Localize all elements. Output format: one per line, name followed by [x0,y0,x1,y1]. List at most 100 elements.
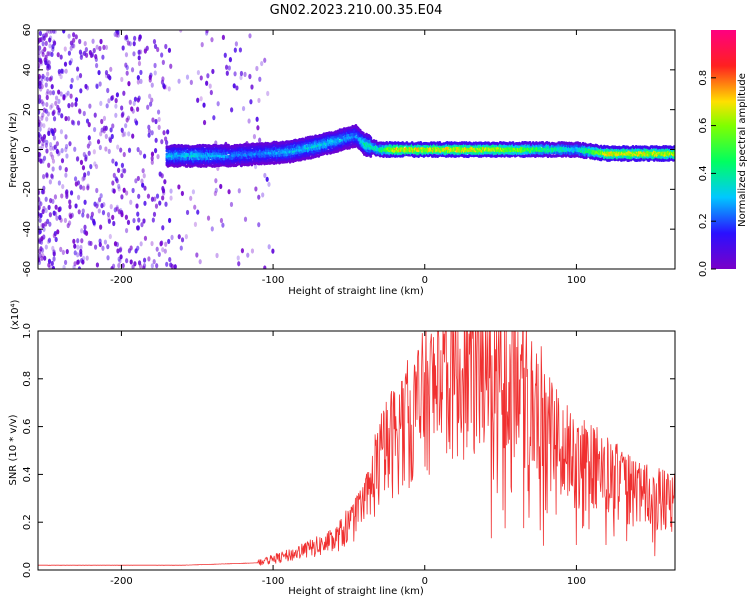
noise-point [114,161,118,167]
noise-point [248,33,252,39]
noise-point [185,209,190,216]
y-tick-label: -40 [22,221,33,237]
noise-point [98,238,102,244]
noise-point [38,83,42,90]
noise-point [78,49,83,55]
noise-point [38,229,42,235]
noise-point [93,244,98,250]
noise-point [72,37,76,43]
noise-point [60,68,64,74]
noise-point [38,257,41,263]
top-y-axis-label: Frequency (Hz) [8,112,19,188]
noise-point [234,41,238,47]
noise-point [73,243,77,249]
noise-point [67,33,71,39]
noise-point [87,150,91,156]
noise-point [64,166,68,173]
noise-point [125,258,129,264]
noise-point [166,129,170,135]
noise-point [52,116,57,122]
noise-point [120,112,124,118]
noise-point [179,30,183,33]
noise-point [265,176,269,182]
noise-point [116,248,120,254]
noise-point [74,203,78,209]
noise-point [247,118,251,124]
noise-point [120,194,124,200]
noise-point [148,77,152,83]
noise-point [38,45,42,51]
noise-point [146,104,150,110]
noise-point [133,96,138,102]
noise-point [107,98,111,104]
noise-point [51,158,56,164]
noise-point [59,246,63,252]
noise-point [42,173,46,180]
noise-point [99,193,103,199]
noise-point [53,194,58,200]
noise-point [69,45,73,51]
noise-point [155,263,159,269]
x-tick-label: -200 [110,576,133,587]
noise-point [47,237,52,243]
noise-point [198,259,202,265]
noise-point [83,172,87,178]
noise-point [120,210,124,216]
noise-point [142,173,146,179]
noise-point [210,37,214,43]
noise-point [167,47,172,53]
snr-series-line [38,331,675,566]
noise-point [73,250,77,256]
noise-point [196,69,201,76]
noise-point [44,142,48,148]
noise-point [169,63,173,69]
noise-point [46,130,51,136]
noise-point [44,82,48,88]
noise-point [261,192,265,198]
noise-point [126,40,131,46]
colorbar-tick-label: 0.8 [698,70,709,86]
noise-point [99,224,103,230]
noise-point [57,98,61,104]
noise-point [153,70,157,76]
noise-point [87,240,91,246]
noise-point [152,211,157,217]
noise-point [46,88,50,95]
noise-point [48,221,52,227]
noise-point [121,263,125,269]
noise-point [124,214,128,220]
noise-point [46,71,50,77]
noise-point [260,60,264,67]
noise-point [133,35,137,41]
noise-point [119,147,123,153]
noise-point [38,197,41,203]
noise-point [263,172,267,179]
noise-point [104,146,108,152]
noise-point [45,91,49,97]
noise-point [54,100,58,106]
noise-point [114,176,118,182]
noise-point [91,38,95,44]
noise-point [40,99,44,105]
noise-point [250,248,255,254]
noise-point [40,115,44,121]
noise-point [69,83,73,90]
noise-point [165,261,169,267]
noise-point [101,54,105,60]
noise-point [88,50,92,56]
noise-point [141,182,145,188]
noise-point [81,208,85,214]
noise-point [241,105,246,112]
noise-point [89,163,93,170]
noise-point [132,100,136,106]
top-x-axis: -200 -100 0 100 [110,30,586,286]
noise-point [199,75,203,81]
noise-point [45,148,49,154]
noise-point [180,190,184,197]
noise-point [76,194,81,200]
noise-point [147,132,151,138]
noise-point [221,222,225,228]
noise-point [120,162,125,168]
noise-point [229,201,234,208]
noise-point [150,97,154,103]
